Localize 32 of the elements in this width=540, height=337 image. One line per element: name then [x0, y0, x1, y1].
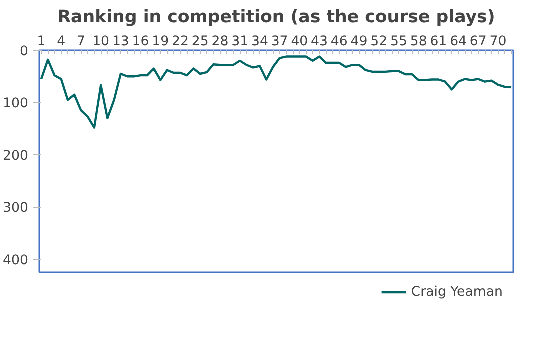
x-tick-label: 55	[390, 34, 408, 50]
x-tick-label: 28	[212, 34, 229, 50]
x-tick-label: 61	[430, 34, 448, 50]
x-tick-label: 1	[37, 34, 46, 50]
x-tick-label: 70	[490, 34, 507, 50]
x-tick-label: 43	[311, 34, 328, 50]
y-tick-label: 300	[3, 201, 29, 216]
x-tick-label: 7	[76, 34, 86, 50]
x-tick-label: 4	[57, 34, 66, 50]
y-tick-label: 200	[3, 148, 29, 164]
x-tick-label: 13	[112, 34, 130, 50]
y-tick-label: 400	[3, 253, 29, 268]
x-tick-label: 25	[192, 34, 209, 50]
x-tick-label: 46	[330, 34, 348, 50]
x-tick-label: 49	[350, 34, 368, 50]
line-series	[40, 56, 513, 129]
x-tick-label: 22	[172, 34, 189, 50]
x-tick-label: 16	[132, 34, 150, 50]
y-tick-label: 0	[20, 44, 29, 60]
legend-label: Craig Yeaman	[411, 284, 503, 300]
x-tick-label: 19	[152, 34, 170, 50]
x-tick-label: 34	[251, 34, 268, 50]
x-tick-label: 40	[291, 34, 308, 50]
x-tick-label: 37	[271, 34, 288, 50]
x-tick-label: 64	[450, 34, 468, 50]
x-tick-label: 31	[232, 34, 249, 50]
x-tick-label: 67	[470, 34, 487, 50]
chart-title: Ranking in competition (as the course plays)	[58, 8, 496, 28]
x-tick-label: 52	[370, 34, 388, 50]
x-tick-label: 58	[410, 34, 428, 50]
y-tick-label: 100	[3, 96, 29, 112]
x-tick-label: 10	[92, 34, 110, 50]
